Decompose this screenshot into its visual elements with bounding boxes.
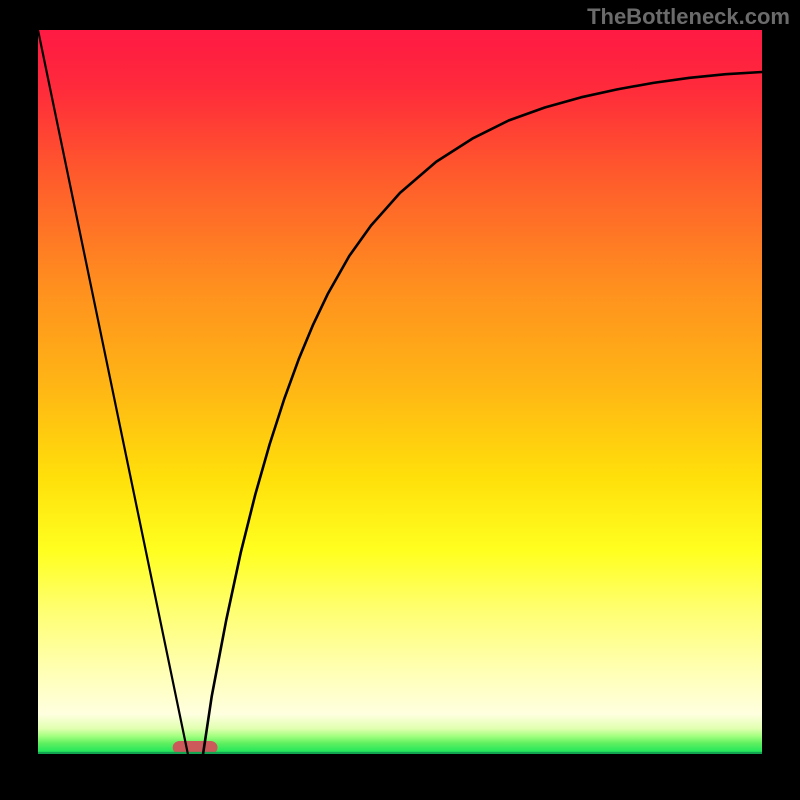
watermark-text: TheBottleneck.com — [587, 4, 790, 30]
gradient-background — [38, 30, 762, 754]
baseline — [38, 752, 762, 754]
plot-svg — [38, 30, 762, 754]
chart-container: TheBottleneck.com — [0, 0, 800, 800]
